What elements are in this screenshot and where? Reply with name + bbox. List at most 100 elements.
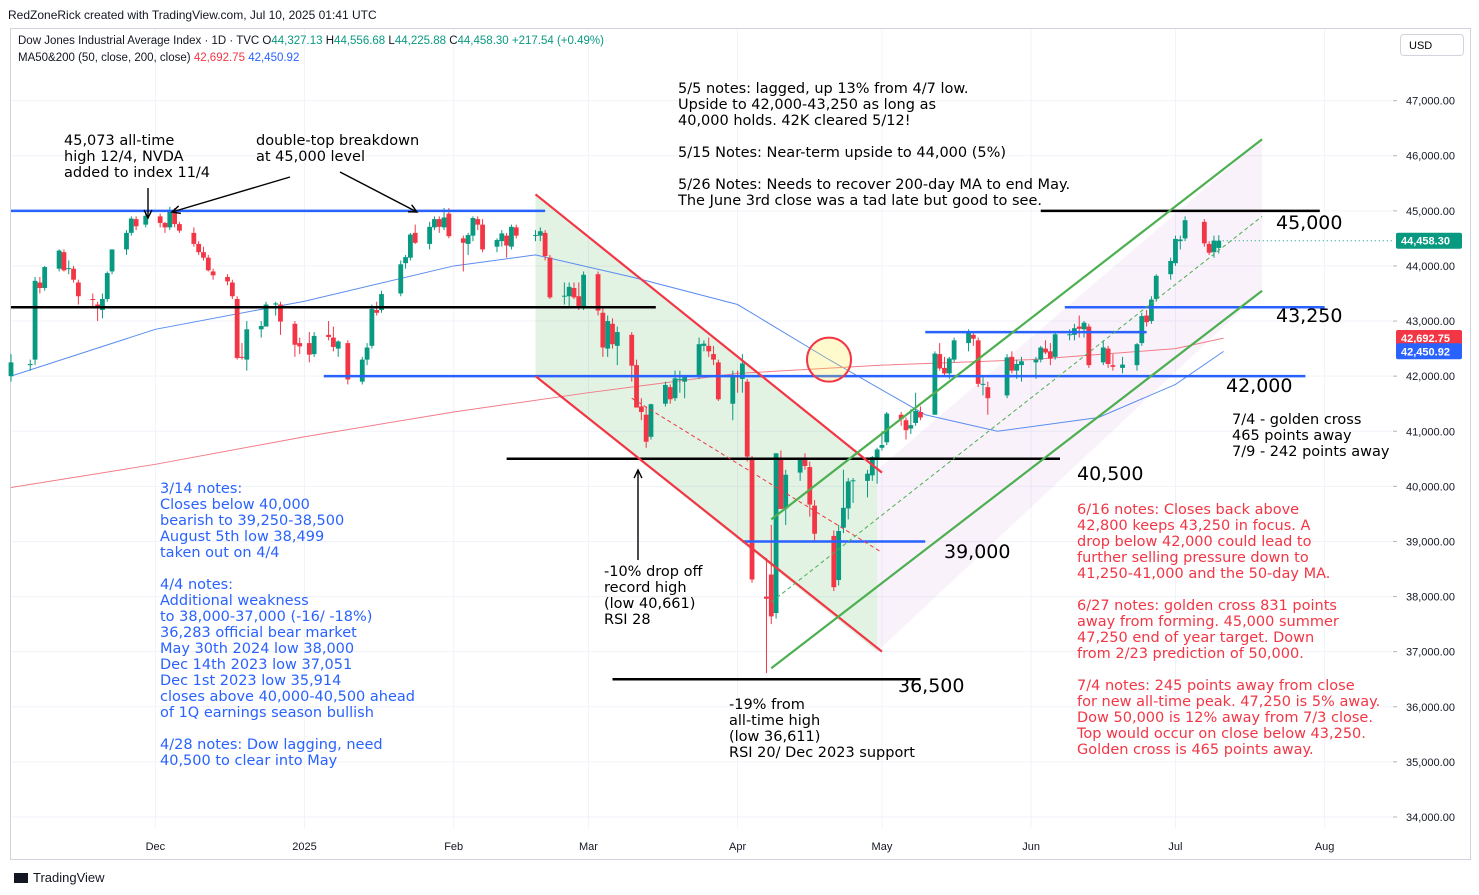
- candle-body: [634, 365, 639, 408]
- candle-body: [908, 425, 914, 429]
- candle-body: [884, 413, 890, 443]
- candle-body: [980, 383, 986, 385]
- candle-body: [542, 232, 548, 257]
- candle-body: [730, 376, 736, 404]
- candle-body: [605, 321, 611, 349]
- annotation-notes-top: 5/5 notes: lagged, up 13% from 4/7 low. …: [678, 81, 1071, 209]
- upchannel-fill: [877, 139, 1263, 652]
- y-tick-label: 46,000.00: [1406, 151, 1455, 163]
- legend-high: 44,556.68: [334, 35, 386, 47]
- candle-body: [566, 286, 572, 297]
- double-top-arrow-left: [171, 176, 291, 213]
- candle-body: [345, 343, 351, 380]
- candle-body: [1067, 334, 1073, 336]
- candle-body: [1019, 361, 1024, 366]
- candle-body: [432, 219, 437, 228]
- candle-body: [8, 362, 14, 377]
- candle-body: [932, 353, 938, 415]
- legend-open-label: O: [262, 35, 272, 47]
- legend-ma-label: MA50&200 (50, close, 200, close): [18, 52, 191, 64]
- candle-body: [571, 287, 577, 298]
- candle-body: [581, 274, 587, 308]
- legend-close-label: C: [449, 35, 458, 47]
- candle-body: [143, 215, 149, 225]
- candle-body: [937, 354, 943, 369]
- candle-body: [191, 232, 197, 244]
- candle-body: [359, 359, 365, 382]
- candle-body: [1038, 347, 1044, 360]
- price-axis: 47,000.00 46,000.00 45,000.00 44,000.00 43,0…: [1393, 96, 1455, 824]
- y-tick-label: 38,000.00: [1406, 592, 1455, 604]
- legend-low-label: L: [388, 35, 395, 47]
- y-tick-label: 39,000.00: [1406, 536, 1455, 548]
- candle-body: [783, 474, 789, 509]
- candle-body: [913, 410, 919, 423]
- tradingview-logo-icon: [14, 873, 28, 883]
- y-tick-label: 35,000.00: [1406, 757, 1455, 769]
- candle-body: [441, 217, 447, 228]
- currency-button[interactable]: USD: [1400, 34, 1464, 56]
- candle-body: [701, 343, 707, 346]
- candle-body: [335, 341, 341, 349]
- candle-body: [778, 458, 784, 509]
- candle-body: [850, 480, 856, 482]
- x-tick-label: Jun: [1022, 841, 1040, 853]
- candle-body: [90, 299, 96, 301]
- candle-body: [369, 308, 375, 346]
- candle-body: [1009, 356, 1015, 371]
- candle-body: [561, 295, 567, 297]
- candle-body: [1120, 364, 1125, 368]
- upchannel-upper-line: [770, 138, 1263, 521]
- candle-body: [1086, 326, 1092, 366]
- candle-body: [157, 216, 163, 223]
- candle-body: [1216, 240, 1222, 248]
- legend-high-label: H: [325, 35, 335, 47]
- drop-10-arrow-head: [633, 468, 643, 479]
- candle-body: [427, 226, 433, 244]
- chart-panel[interactable]: [10, 28, 1471, 860]
- created-by-text: RedZoneRick created with TradingView.com…: [8, 8, 377, 22]
- y-tick-label: 37,000.00: [1406, 647, 1455, 659]
- candle-body: [831, 535, 837, 588]
- candle-body: [509, 226, 514, 247]
- candle-body: [682, 377, 688, 382]
- candle-body: [711, 354, 716, 360]
- candle-body: [744, 381, 750, 457]
- candle-body: [1168, 260, 1174, 275]
- candle-body: [172, 210, 178, 225]
- candle-body: [42, 267, 48, 288]
- candle-body: [71, 268, 76, 280]
- tradingview-footer[interactable]: TradingView: [14, 870, 105, 885]
- candle-body: [768, 574, 774, 617]
- candle-body: [836, 530, 842, 581]
- annotation-notes-left: 3/14 notes: Closes below 40,000 bearish …: [160, 481, 415, 769]
- candle-body: [263, 304, 269, 327]
- candle-body: [100, 299, 105, 311]
- candle-body: [672, 378, 678, 399]
- candle-body: [61, 252, 67, 271]
- candle-body: [133, 219, 139, 227]
- legend-ma50: 42,692.75: [193, 52, 245, 64]
- footer-brand: TradingView: [33, 870, 105, 885]
- candle-body: [1144, 315, 1149, 323]
- candle-body: [446, 213, 452, 237]
- price-tag-box: [1396, 232, 1462, 249]
- y-tick-label: 34,000.00: [1406, 812, 1455, 824]
- downchannel-lower-line: [534, 375, 883, 653]
- y-tick-label: 47,000.00: [1406, 96, 1455, 108]
- level-label-39000: 39,000: [944, 541, 1011, 563]
- candle-body: [470, 218, 476, 236]
- candle-body: [985, 387, 991, 399]
- candle-body: [1182, 220, 1188, 239]
- annotation-golden-cross: 7/4 - golden cross 465 points away 7/9 -…: [1232, 412, 1390, 460]
- candle-body: [903, 420, 909, 431]
- candle-body: [205, 257, 211, 271]
- candle-body: [465, 235, 471, 244]
- candle-body: [1149, 299, 1154, 322]
- candle-body: [379, 294, 384, 311]
- candle-body: [494, 240, 500, 247]
- candle-body: [1173, 238, 1178, 264]
- golden-cross-circle: [806, 336, 853, 383]
- candle-body: [1139, 316, 1145, 344]
